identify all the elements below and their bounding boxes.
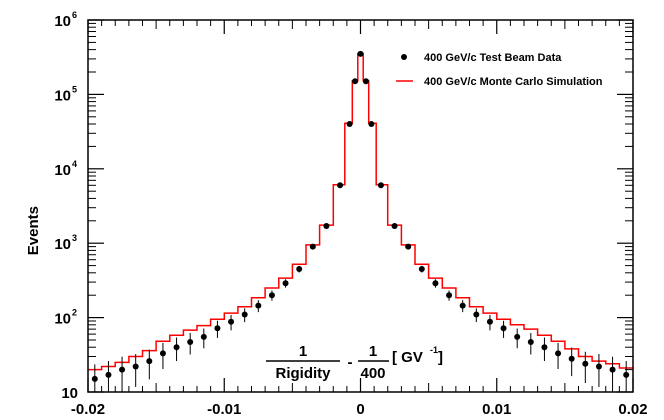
x-axis-title-unit-sup: -1 — [430, 345, 438, 355]
data-point — [187, 338, 194, 345]
data-point — [132, 363, 139, 370]
y-tick-label-base: 10 — [54, 87, 71, 104]
data-point — [514, 333, 521, 340]
plot-frame — [87, 19, 634, 393]
data-point — [362, 78, 369, 85]
data-point — [159, 350, 166, 357]
x-axis-title-num2: 1 — [369, 343, 377, 360]
series-layer — [88, 50, 633, 392]
data-point — [500, 325, 507, 332]
data-point — [255, 302, 262, 309]
data-point — [282, 280, 289, 287]
data-point — [352, 78, 359, 85]
data-point — [173, 344, 180, 351]
x-tick-labels: -0.02 -0.01 0 0.01 0.02 — [71, 401, 648, 418]
x-tick-label: 0.01 — [482, 401, 511, 418]
x-tick-label: -0.01 — [207, 401, 241, 418]
data-point — [357, 50, 364, 57]
data-point — [541, 344, 548, 351]
y-tick-label-base: 10 — [54, 236, 71, 253]
y-tick-label: 10 4 — [54, 159, 77, 179]
series-line-monte-carlo — [88, 52, 633, 371]
data-point — [418, 266, 425, 273]
data-point — [268, 292, 275, 299]
data-point — [323, 223, 330, 230]
x-axis-title: 1 Rigidity - 1 400 [ GV -1 ] — [266, 343, 443, 382]
data-point — [446, 292, 453, 299]
data-point — [346, 121, 353, 128]
y-tick-label: 10 3 — [54, 233, 77, 253]
y-tick-label: 10 2 — [54, 308, 77, 328]
legend-label-test-beam: 400 GeV/c Test Beam Data — [424, 52, 562, 64]
data-point — [473, 311, 480, 318]
data-point — [486, 318, 493, 325]
data-point — [214, 325, 221, 332]
y-tick-label-exponent: 6 — [72, 10, 77, 20]
data-point — [296, 266, 303, 273]
data-point — [623, 371, 630, 378]
data-point — [391, 223, 398, 230]
y-tick-label-base: 10 — [61, 385, 78, 402]
series-points-test-beam — [91, 50, 630, 392]
y-axis-title: Events — [25, 206, 42, 255]
data-point — [146, 358, 153, 365]
data-point — [368, 121, 375, 128]
data-point — [568, 355, 575, 362]
y-tick-label-exponent: 5 — [72, 84, 77, 94]
x-axis-title-den2: 400 — [360, 365, 385, 382]
data-point — [405, 243, 412, 250]
y-tick-label: 10 5 — [54, 84, 77, 104]
legend-label-monte-carlo: 400 GeV/c Monte Carlo Simulation — [424, 76, 603, 88]
data-point — [459, 302, 466, 309]
data-point — [555, 350, 562, 357]
data-point — [337, 182, 344, 189]
data-point — [309, 243, 316, 250]
x-axis-title-minus: - — [348, 354, 353, 371]
x-tick-label: 0.02 — [618, 401, 647, 418]
y-tick-label-base: 10 — [54, 311, 71, 328]
x-axis-title-unit-open: [ GV — [392, 349, 423, 366]
data-point — [595, 363, 602, 370]
y-tick-label-exponent: 2 — [72, 308, 77, 318]
data-point — [228, 318, 235, 325]
y-tick-label: 10 6 — [54, 10, 77, 30]
data-point — [105, 371, 112, 378]
data-point — [609, 366, 616, 373]
legend: 400 GeV/c Test Beam Data 400 GeV/c Monte… — [396, 52, 603, 88]
data-point — [200, 333, 207, 340]
x-tick-label: 0 — [356, 401, 364, 418]
y-tick-label-exponent: 4 — [72, 159, 77, 169]
data-point — [582, 360, 589, 367]
x-axis-title-den1: Rigidity — [276, 365, 332, 382]
y-tick-label-base: 10 — [54, 13, 71, 30]
y-tick-label-base: 10 — [54, 162, 71, 179]
data-point — [241, 311, 248, 318]
y-tick-label-exponent: 3 — [72, 233, 77, 243]
data-point — [527, 338, 534, 345]
data-point — [377, 182, 384, 189]
y-tick-label: 10 — [61, 385, 78, 402]
data-point — [119, 366, 126, 373]
data-point — [432, 280, 439, 287]
x-tick-label: -0.02 — [71, 401, 105, 418]
x-axis-title-unit-close: ] — [438, 349, 443, 366]
data-point — [91, 375, 98, 382]
x-axis-title-num1: 1 — [299, 343, 307, 360]
legend-marker-test-beam — [401, 54, 407, 60]
